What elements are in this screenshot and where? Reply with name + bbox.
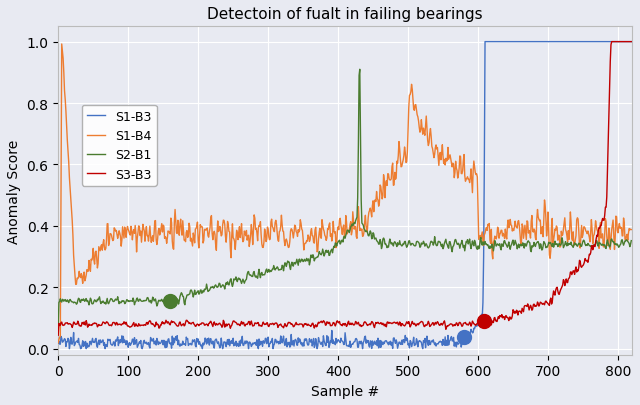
S3-B3 xyxy=(54,333,62,338)
S2-B1 xyxy=(356,68,364,72)
S3-B3 xyxy=(428,323,435,328)
S1-B3 xyxy=(481,40,489,45)
Y-axis label: Anomaly Score: Anomaly Score xyxy=(7,139,21,243)
S3-B3 xyxy=(210,321,218,326)
S1-B4 xyxy=(143,225,150,230)
S2-B1 xyxy=(142,298,150,303)
S2-B1 xyxy=(300,258,308,263)
S1-B4 xyxy=(54,341,62,345)
Title: Detectoin of fualt in failing bearings: Detectoin of fualt in failing bearings xyxy=(207,7,483,22)
S1-B4 xyxy=(627,228,635,232)
S1-B3 xyxy=(65,346,73,351)
Line: S1-B3: S1-B3 xyxy=(58,43,631,349)
S3-B3 xyxy=(627,40,635,45)
X-axis label: Sample #: Sample # xyxy=(311,384,380,398)
S2-B1 xyxy=(54,322,62,327)
S1-B3 xyxy=(54,341,62,346)
Legend: S1-B3, S1-B4, S2-B1, S3-B3: S1-B3, S1-B4, S2-B1, S3-B3 xyxy=(82,106,157,186)
Line: S2-B1: S2-B1 xyxy=(58,70,631,325)
S2-B1 xyxy=(627,239,635,243)
S3-B3 xyxy=(191,323,198,328)
S1-B4 xyxy=(407,90,415,95)
S1-B3 xyxy=(428,339,436,344)
S2-B1 xyxy=(428,240,436,245)
S1-B3 xyxy=(301,337,308,342)
S1-B3 xyxy=(211,346,218,351)
S1-B3 xyxy=(143,340,150,345)
S2-B1 xyxy=(407,243,415,248)
S1-B4 xyxy=(58,43,65,47)
S1-B4 xyxy=(191,227,199,232)
S2-B1 xyxy=(210,286,218,291)
S2-B1 xyxy=(191,288,198,293)
S1-B3 xyxy=(191,343,199,348)
S3-B3 xyxy=(142,323,150,328)
S1-B3 xyxy=(627,40,635,45)
S1-B4 xyxy=(301,242,308,247)
Line: S3-B3: S3-B3 xyxy=(58,43,631,335)
S3-B3 xyxy=(608,40,616,45)
S3-B3 xyxy=(406,325,414,330)
S1-B4 xyxy=(211,229,218,234)
S1-B3 xyxy=(407,339,415,344)
S3-B3 xyxy=(300,323,308,328)
Line: S1-B4: S1-B4 xyxy=(58,45,631,343)
S1-B4 xyxy=(428,145,436,149)
